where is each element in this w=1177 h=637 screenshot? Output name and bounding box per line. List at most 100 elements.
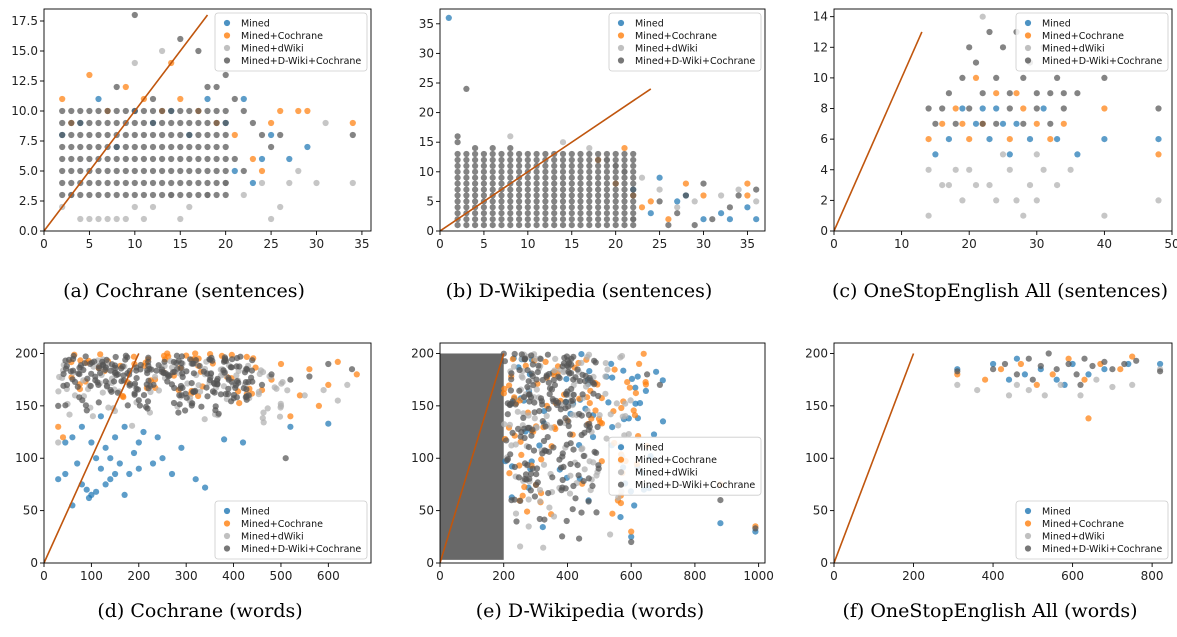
data-point	[84, 375, 91, 382]
data-point	[612, 216, 619, 223]
data-point	[595, 216, 602, 223]
data-point	[249, 119, 256, 127]
data-point	[586, 186, 593, 193]
data-point	[225, 374, 232, 381]
data-point	[192, 476, 199, 483]
data-point	[68, 119, 75, 127]
data-point	[186, 131, 193, 139]
data-point	[545, 490, 552, 497]
data-point	[221, 369, 228, 376]
data-point	[140, 119, 147, 127]
data-point	[131, 11, 138, 19]
data-point	[925, 166, 932, 173]
data-point	[149, 143, 157, 151]
data-point	[511, 350, 518, 358]
data-point	[590, 390, 597, 397]
data-point	[1067, 166, 1074, 173]
series-mined-d-wiki-cochrane	[454, 85, 760, 229]
data-point	[454, 192, 461, 199]
data-point	[204, 131, 211, 139]
data-point	[140, 131, 147, 139]
data-point	[974, 387, 981, 394]
data-point	[550, 377, 557, 384]
data-point	[717, 497, 724, 504]
data-point	[77, 167, 84, 175]
data-point	[522, 471, 530, 478]
data-point	[609, 424, 616, 431]
data-point	[149, 167, 157, 175]
data-point	[159, 47, 166, 55]
x-tick-label: 800	[1141, 569, 1164, 583]
data-point	[1001, 360, 1009, 368]
data-point	[240, 107, 247, 115]
data-point	[55, 388, 62, 395]
data-point	[168, 179, 175, 187]
data-point	[463, 168, 470, 175]
data-point	[972, 59, 980, 66]
data-point	[113, 215, 120, 223]
data-point	[222, 143, 229, 151]
data-point	[313, 179, 320, 187]
data-point	[201, 416, 208, 423]
data-point	[222, 107, 229, 115]
x-tick-label: 20	[608, 237, 623, 251]
data-point	[566, 490, 574, 497]
data-point	[1020, 74, 1027, 81]
data-point	[618, 404, 625, 412]
x-tick-label: 50	[1164, 237, 1177, 251]
data-point	[295, 107, 302, 115]
data-point	[586, 400, 593, 407]
data-point	[77, 131, 84, 139]
legend-label: Mined+dWiki	[635, 468, 698, 479]
data-point	[171, 368, 178, 375]
data-point	[621, 192, 628, 199]
data-point	[517, 497, 524, 504]
data-point	[535, 362, 542, 369]
data-point	[86, 155, 93, 163]
data-point	[159, 155, 166, 163]
data-point	[516, 168, 523, 175]
y-tick-label: 150	[805, 399, 828, 413]
data-point	[178, 444, 185, 451]
x-tick-label: 25	[652, 237, 667, 251]
data-point	[551, 168, 558, 175]
data-point	[538, 456, 545, 463]
data-point	[112, 470, 119, 478]
data-point	[208, 354, 215, 361]
data-point	[516, 210, 523, 217]
data-point	[334, 358, 341, 365]
axes-frame	[833, 8, 1173, 232]
data-point	[282, 455, 289, 462]
data-point	[97, 351, 104, 358]
data-point	[257, 367, 264, 374]
x-tick-label: 10	[520, 237, 535, 251]
data-point	[986, 136, 993, 143]
data-point	[542, 168, 549, 175]
data-point	[568, 150, 575, 158]
data-point	[609, 510, 616, 517]
data-point	[149, 95, 157, 103]
data-point	[113, 119, 120, 127]
y-tick-label: 4	[820, 163, 828, 177]
data-point	[536, 515, 543, 523]
data-point	[577, 150, 584, 158]
data-point	[95, 131, 102, 139]
data-point	[241, 369, 249, 376]
y-tick-label: 50	[23, 504, 38, 518]
panel-caption: (b) D-Wikipedia (sentences)	[446, 280, 713, 302]
data-point	[140, 179, 147, 187]
data-point	[102, 481, 109, 488]
data-point	[516, 198, 523, 205]
data-point	[530, 447, 538, 454]
data-point	[213, 179, 220, 187]
panel-e-dwikipedia-words: 0 200 400 600 800 1000050100150200MinedMined+…	[411, 342, 774, 622]
axes-frame	[833, 342, 1173, 564]
data-point	[177, 119, 184, 127]
data-point	[621, 222, 628, 229]
data-point	[630, 180, 637, 187]
data-point	[586, 192, 593, 199]
data-point	[140, 392, 148, 399]
x-tick-label: 30	[696, 237, 711, 251]
data-point	[568, 361, 575, 368]
